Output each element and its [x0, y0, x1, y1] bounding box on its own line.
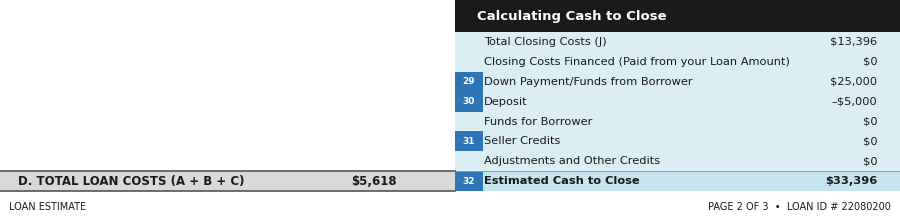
- Text: Estimated Cash to Close: Estimated Cash to Close: [484, 176, 640, 186]
- Text: Total Closing Costs (J): Total Closing Costs (J): [484, 37, 607, 47]
- Text: $0: $0: [863, 57, 878, 67]
- Text: Deposit: Deposit: [484, 97, 527, 107]
- FancyBboxPatch shape: [454, 131, 483, 151]
- FancyBboxPatch shape: [454, 32, 900, 191]
- Text: $0: $0: [863, 116, 878, 127]
- Text: 30: 30: [463, 97, 475, 106]
- Text: Seller Credits: Seller Credits: [484, 136, 561, 147]
- FancyBboxPatch shape: [454, 171, 483, 191]
- Text: $5,618: $5,618: [351, 175, 397, 188]
- Text: Calculating Cash to Close: Calculating Cash to Close: [477, 10, 667, 23]
- Text: –$5,000: –$5,000: [832, 97, 878, 107]
- Text: Down Payment/Funds from Borrower: Down Payment/Funds from Borrower: [484, 77, 693, 87]
- FancyBboxPatch shape: [454, 171, 900, 191]
- Text: Adjustments and Other Credits: Adjustments and Other Credits: [484, 156, 661, 166]
- FancyBboxPatch shape: [454, 72, 483, 92]
- FancyBboxPatch shape: [454, 0, 900, 32]
- Text: $13,396: $13,396: [831, 37, 878, 47]
- Text: 29: 29: [463, 77, 475, 86]
- Text: Funds for Borrower: Funds for Borrower: [484, 116, 592, 127]
- Text: 31: 31: [463, 137, 475, 146]
- FancyBboxPatch shape: [0, 171, 454, 191]
- FancyBboxPatch shape: [454, 92, 483, 112]
- Text: LOAN ESTIMATE: LOAN ESTIMATE: [9, 202, 86, 212]
- Text: PAGE 2 OF 3  •  LOAN ID # 22080200: PAGE 2 OF 3 • LOAN ID # 22080200: [708, 202, 891, 212]
- Text: $0: $0: [863, 136, 878, 147]
- Text: D. TOTAL LOAN COSTS (A + B + C): D. TOTAL LOAN COSTS (A + B + C): [18, 175, 245, 188]
- Text: $0: $0: [863, 156, 878, 166]
- Text: Closing Costs Financed (Paid from your Loan Amount): Closing Costs Financed (Paid from your L…: [484, 57, 790, 67]
- Text: 32: 32: [463, 177, 475, 186]
- Text: $25,000: $25,000: [831, 77, 878, 87]
- Text: $33,396: $33,396: [825, 176, 878, 186]
